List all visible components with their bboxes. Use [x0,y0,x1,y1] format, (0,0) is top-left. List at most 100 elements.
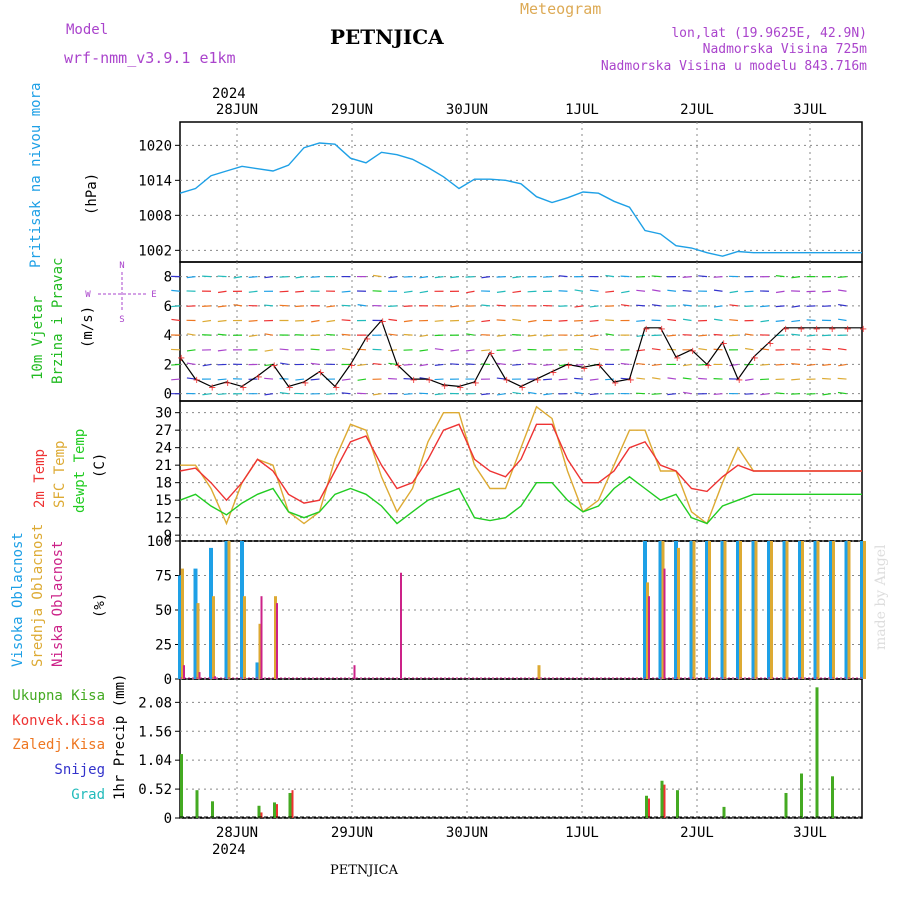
precip-conv-bar [648,798,650,818]
wind-arrow [186,377,196,380]
cloud-unit: (%) [92,593,108,618]
wind-arrow [186,276,196,279]
cloud-bar-2 [353,665,356,679]
wind-arrow [217,275,227,278]
wind-gust-mark: + [317,368,325,379]
wind-arrow [636,289,646,292]
cloud-bar-0 [224,541,229,679]
wind-arrow [419,290,429,294]
temp-unit: (C) [92,453,108,478]
legend-hail: Grad [71,787,105,803]
cloud-bar-2 [400,572,402,679]
wind-arrow [683,391,692,395]
day-label-bottom-30JUN: 30JUN [446,825,488,841]
cloud-ylabel-3: Niska Oblacnost [50,541,66,667]
wind-arrow [419,276,429,279]
wind-ytick-label-3: 6 [164,299,172,315]
wind-arrow [217,305,227,308]
cloud-bar-1 [212,596,215,679]
wind-arrow [466,333,475,336]
wind-arrow [652,289,661,292]
wind-arrow [248,334,258,337]
wind-arrow [512,290,522,294]
wind-arrow [217,290,227,294]
wind-ytick-label-4: 8 [164,270,172,286]
wind-gust-mark: + [828,324,836,335]
wind-arrow [558,378,568,381]
precip-ytick-label-2: 1.04 [138,753,172,769]
legend-snow: Snijeg [54,762,105,778]
wind-arrow [372,362,382,366]
wind-arrow [589,378,599,381]
wind-arrow [744,333,754,336]
wind-arrow [682,304,692,307]
dewpoint-line [179,475,862,525]
wind-arrow [590,334,599,338]
wind-arrow [760,393,770,396]
wind-arrow [496,377,506,380]
wind-arrow [202,275,212,278]
compass-w: W [85,290,91,300]
wind-arrow [341,378,351,381]
wind-unit: (m/s) [80,306,96,348]
cloud-bar-0 [736,541,740,679]
cloud-bar-0 [240,541,244,679]
wind-gust-mark: + [456,382,464,393]
temp-ytick-label-3: 18 [155,476,172,492]
wind-arrow [837,348,847,351]
altitude-text: Nadmorska Visina 725m [703,42,868,57]
wind-arrow [326,333,336,336]
precip-ytick-label-4: 2.08 [138,695,172,711]
wind-arrow [388,333,398,336]
wind-gust-mark: + [596,360,604,371]
wind-arrow [605,274,615,278]
panel-frame-0 [179,121,863,263]
wind-arrow [341,392,351,395]
wind-arrow [682,276,692,278]
cloud-ytick-label-3: 75 [155,569,172,585]
precip-ylabel: 1hr Precip (mm) [112,674,128,800]
wind-arrow [466,290,475,294]
wind-arrow [698,348,708,351]
wind-arrow [496,349,506,351]
wind-gust-mark: + [286,382,294,393]
wind-arrow [481,304,491,307]
wind-arrow [171,318,181,322]
precip-conv-bar [291,790,294,818]
wind-arrow [729,304,739,307]
wind-arrow [202,319,212,323]
wind-ytick-label-1: 2 [164,357,172,373]
cloud-bar-1 [227,541,231,679]
wind-gust-mark: + [580,363,588,374]
legend-convective-rain: Konvek.Kisa [12,713,105,729]
wind-arrow [838,318,847,322]
cloud-bar-0 [751,541,756,679]
wind-gust-mark: + [534,375,542,386]
wind-arrow [279,392,289,395]
wind-gust-mark: + [394,360,402,371]
pressure-ytick-label-1: 1008 [138,208,172,224]
wind-gust-mark: + [859,324,867,335]
wind-arrow [543,378,553,381]
cloud-bar-2 [183,665,185,679]
model-name: wrf-nmm_v3.9.1 e1km [64,49,236,67]
wind-arrow [341,319,351,322]
wind-arrow [357,348,367,351]
wind-arrow [682,318,692,322]
wind-arrow [775,305,785,308]
wind-arrow [822,377,832,380]
cloud-bar-1 [847,541,851,679]
cloud-bar-0 [178,575,182,679]
wind-gust-mark: + [782,324,790,335]
wind-arrow [264,377,274,380]
wind-arrow [791,305,801,308]
wind-arrow [311,319,320,323]
wind-arrow [837,276,847,279]
wind-arrow [682,377,692,380]
wind-arrow [667,289,677,292]
wind-arrow [357,304,367,307]
wind-gust-mark: + [363,334,371,345]
wind-arrow [806,319,816,322]
wind-gust-mark: + [565,360,573,371]
wind-arrow [838,363,847,367]
